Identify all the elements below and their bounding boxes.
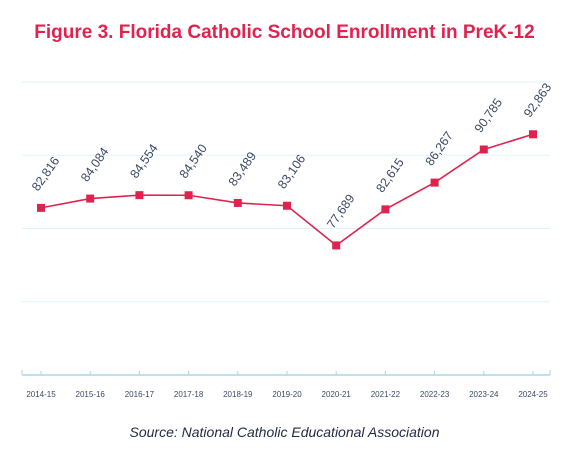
data-label: 92,863 bbox=[521, 81, 554, 120]
data-label: 82,816 bbox=[29, 154, 62, 193]
data-label: 86,267 bbox=[423, 129, 456, 168]
data-point bbox=[135, 191, 144, 200]
data-point bbox=[184, 191, 193, 200]
chart-title: Figure 3. Florida Catholic School Enroll… bbox=[34, 22, 535, 43]
data-label: 77,689 bbox=[324, 192, 357, 231]
data-label: 83,106 bbox=[275, 152, 308, 191]
data-label: 82,615 bbox=[373, 156, 406, 195]
x-tick-label: 2022-23 bbox=[420, 390, 450, 399]
data-point bbox=[332, 241, 341, 250]
data-point bbox=[283, 201, 291, 210]
data-label: 90,785 bbox=[472, 96, 505, 135]
x-tick-label: 2019-20 bbox=[272, 390, 302, 399]
x-tick-label: 2016-17 bbox=[125, 390, 155, 399]
x-tick-label: 2014-15 bbox=[26, 390, 56, 399]
x-tick-label: 2015-16 bbox=[76, 390, 106, 399]
data-point bbox=[37, 203, 45, 212]
data-point bbox=[86, 194, 95, 203]
x-tick-label: 2023-24 bbox=[469, 390, 499, 399]
x-tick-label: 2024-25 bbox=[518, 390, 548, 399]
data-point bbox=[430, 178, 439, 187]
x-tick-label: 2017-18 bbox=[174, 390, 204, 399]
data-label: 84,084 bbox=[78, 145, 111, 184]
data-point bbox=[233, 198, 242, 207]
data-point bbox=[529, 130, 537, 139]
x-tick-label: 2020-21 bbox=[322, 390, 352, 399]
data-label: 84,540 bbox=[177, 142, 210, 181]
data-label: 84,554 bbox=[127, 141, 160, 180]
source-note: Source: National Catholic Educational As… bbox=[129, 424, 440, 440]
data-point bbox=[381, 205, 390, 214]
x-tick-label: 2018-19 bbox=[223, 390, 253, 399]
data-point bbox=[479, 145, 488, 154]
x-tick-label: 2021-22 bbox=[371, 390, 401, 399]
